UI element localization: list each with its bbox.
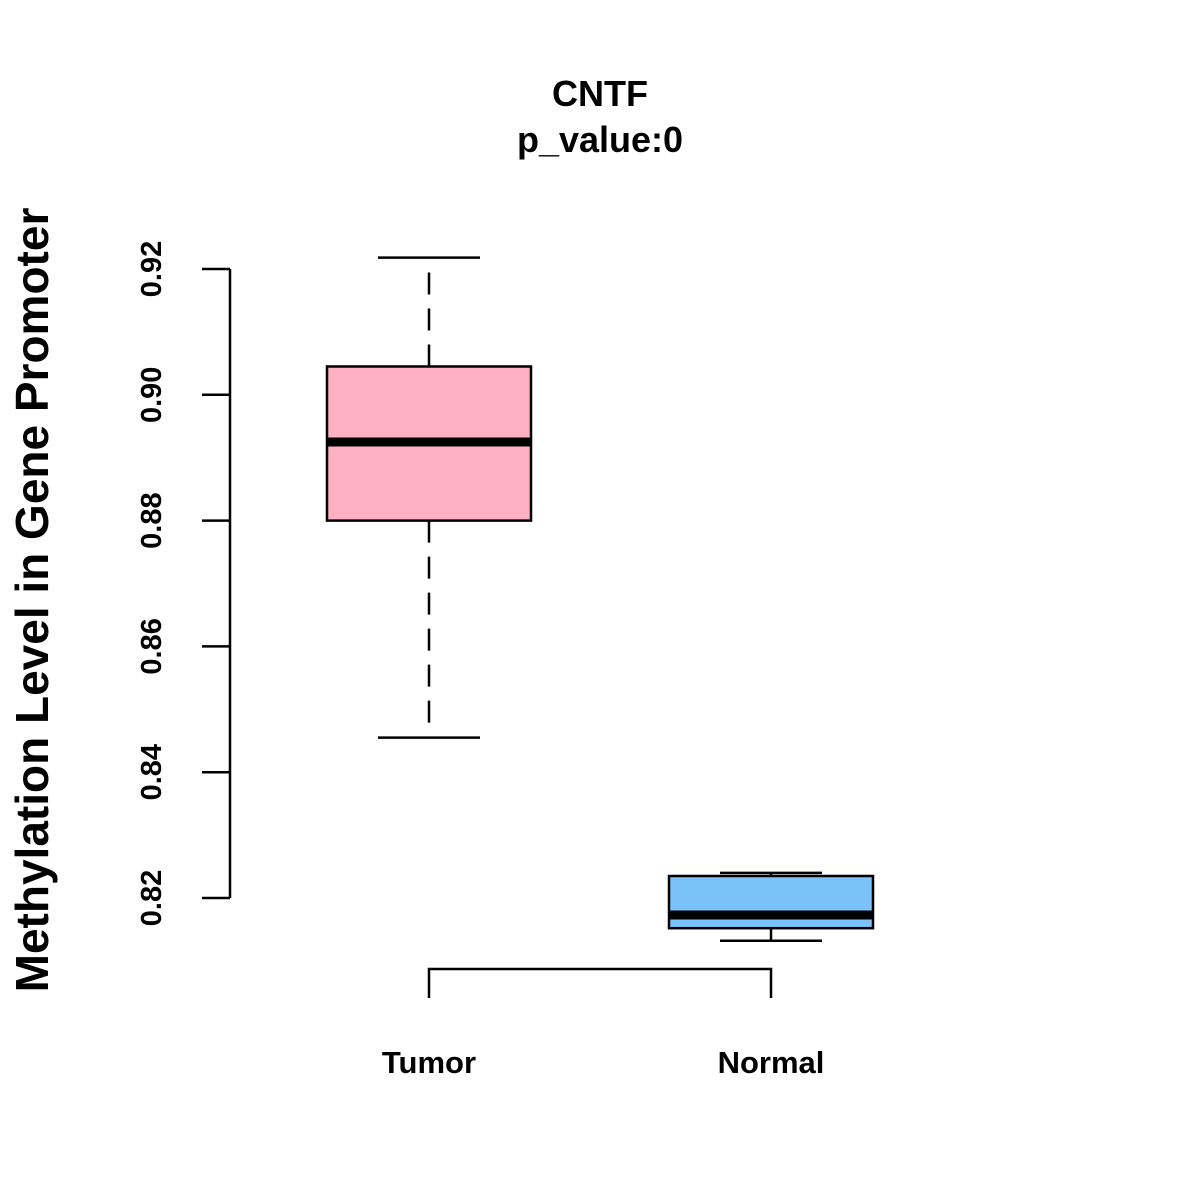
x-category-label: Tumor — [382, 1045, 476, 1080]
y-tick-label: 0.82 — [136, 870, 168, 926]
boxes — [325, 256, 875, 943]
x-category-label: Normal — [718, 1045, 825, 1080]
x-axis-labels: Tumor Normal — [382, 1045, 824, 1080]
box-tumor — [325, 256, 533, 739]
chart-title: CNTF — [552, 73, 648, 114]
chart-subtitle: p_value:0 — [517, 119, 683, 160]
box-normal — [667, 871, 875, 943]
y-tick-label: 0.86 — [136, 618, 168, 674]
y-tick-label: 0.88 — [136, 492, 168, 548]
y-tick-label: 0.92 — [136, 241, 168, 297]
y-axis-label: Methylation Level in Gene Promoter — [6, 208, 58, 993]
y-tick-label: 0.84 — [136, 744, 168, 800]
comparison-line — [427, 967, 773, 998]
y-axis: 0.82 0.84 0.86 0.88 0.90 0.92 — [136, 241, 232, 926]
y-tick-label: 0.90 — [136, 367, 168, 423]
normal-iqr-box — [667, 874, 875, 930]
comparison-bracket — [427, 967, 773, 998]
